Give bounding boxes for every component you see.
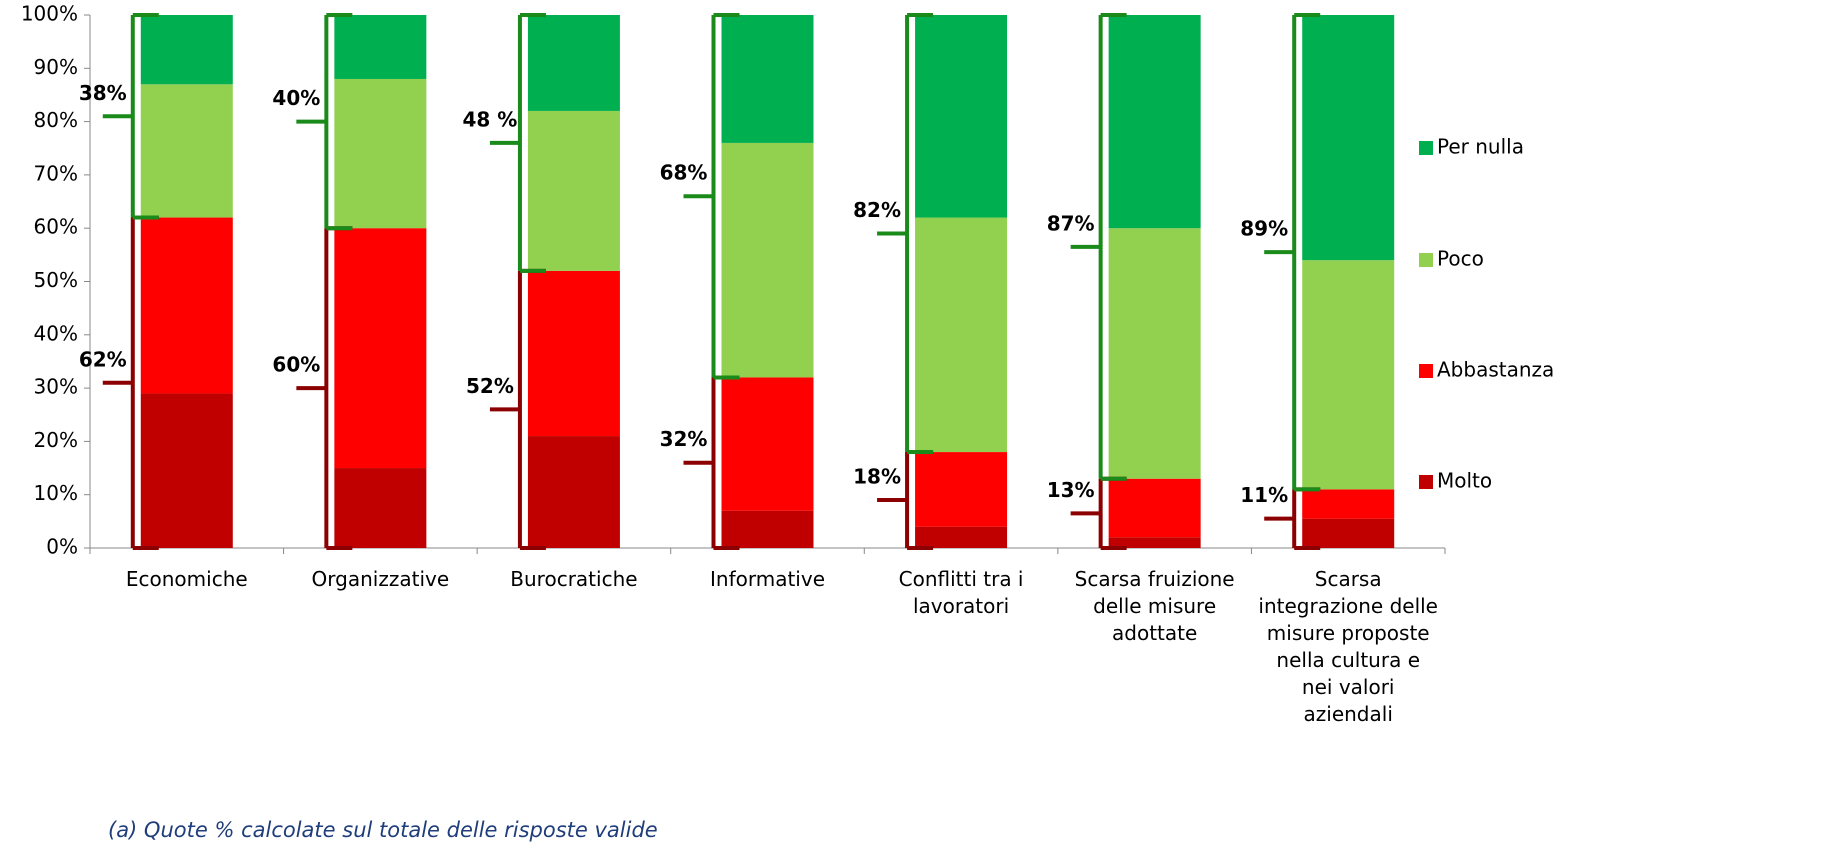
group-label: 60% xyxy=(272,353,320,377)
y-tick-label: 70% xyxy=(34,161,78,185)
x-tick-label: Scarsa integrazione delle misure propost… xyxy=(1258,567,1438,726)
bar-segment xyxy=(915,526,1008,548)
legend-label: Molto xyxy=(1437,469,1492,493)
bar-segment xyxy=(1108,15,1201,229)
x-tick-label: Scarsa fruizione delle misure adottate xyxy=(1074,567,1235,645)
bar-segment xyxy=(527,270,620,437)
bar-segment xyxy=(721,15,814,143)
y-tick-label: 60% xyxy=(34,215,78,239)
group-label: 52% xyxy=(466,374,514,398)
group-label: 48 % xyxy=(463,107,518,131)
bar-segment xyxy=(527,436,620,548)
group-label: 82% xyxy=(853,198,901,222)
x-tick-label: Conflitti tra i lavoratori xyxy=(898,567,1024,618)
legend-label: Abbastanza xyxy=(1437,358,1554,382)
bar-segment xyxy=(334,468,427,548)
group-label: 38% xyxy=(79,81,127,105)
bar-segment xyxy=(721,142,814,378)
legend-swatch xyxy=(1419,253,1433,267)
bar-segment xyxy=(721,510,814,548)
y-tick-label: 40% xyxy=(34,321,78,345)
y-tick-label: 30% xyxy=(34,375,78,399)
group-label: 62% xyxy=(79,347,127,371)
footnote: (a) Quote % calcolate sul totale delle r… xyxy=(108,818,658,842)
bar-segment xyxy=(1302,15,1395,261)
x-tick-label: Burocratiche xyxy=(510,567,638,591)
group-label: 13% xyxy=(1047,478,1095,502)
bar-segment xyxy=(140,393,233,548)
y-tick-label: 10% xyxy=(34,481,78,505)
bar-segment xyxy=(1108,537,1201,548)
legend-swatch xyxy=(1419,141,1433,155)
group-label: 40% xyxy=(272,86,320,110)
y-tick-label: 50% xyxy=(34,268,78,292)
bar-segment xyxy=(1108,478,1201,538)
bar-segment xyxy=(140,84,233,218)
bar-segment xyxy=(721,377,814,511)
y-tick-label: 90% xyxy=(34,55,78,79)
y-tick-label: 0% xyxy=(46,535,78,559)
y-tick-label: 100% xyxy=(21,2,78,26)
bar-segment xyxy=(527,110,620,271)
bar-segment xyxy=(334,228,427,469)
bar-segment xyxy=(915,217,1008,453)
x-tick-label: Economiche xyxy=(125,567,248,591)
bar-segment xyxy=(915,452,1008,527)
y-tick-label: 20% xyxy=(34,428,78,452)
legend-label: Poco xyxy=(1437,247,1484,271)
bar-segment xyxy=(140,217,233,394)
y-tick-label: 80% xyxy=(34,108,78,132)
bar-segment xyxy=(1302,518,1395,548)
group-label: 68% xyxy=(660,161,708,185)
bar-segment xyxy=(915,15,1008,218)
group-label: 11% xyxy=(1240,483,1288,507)
bar-segment xyxy=(1302,489,1395,519)
bar-segment xyxy=(334,78,427,229)
bar-segment xyxy=(1302,260,1395,490)
legend-swatch xyxy=(1419,475,1433,489)
bar-segment xyxy=(334,15,427,79)
bar-segment xyxy=(1108,228,1201,479)
group-label: 32% xyxy=(660,427,708,451)
x-tick-label: Informative xyxy=(710,567,825,591)
legend-label: Per nulla xyxy=(1437,135,1524,159)
group-label: 89% xyxy=(1240,217,1288,241)
legend-swatch xyxy=(1419,364,1433,378)
group-label: 87% xyxy=(1047,211,1095,235)
x-tick-label: Organizzative xyxy=(311,567,450,591)
bar-segment xyxy=(140,15,233,85)
bar-segment xyxy=(527,15,620,111)
group-label: 18% xyxy=(853,465,901,489)
